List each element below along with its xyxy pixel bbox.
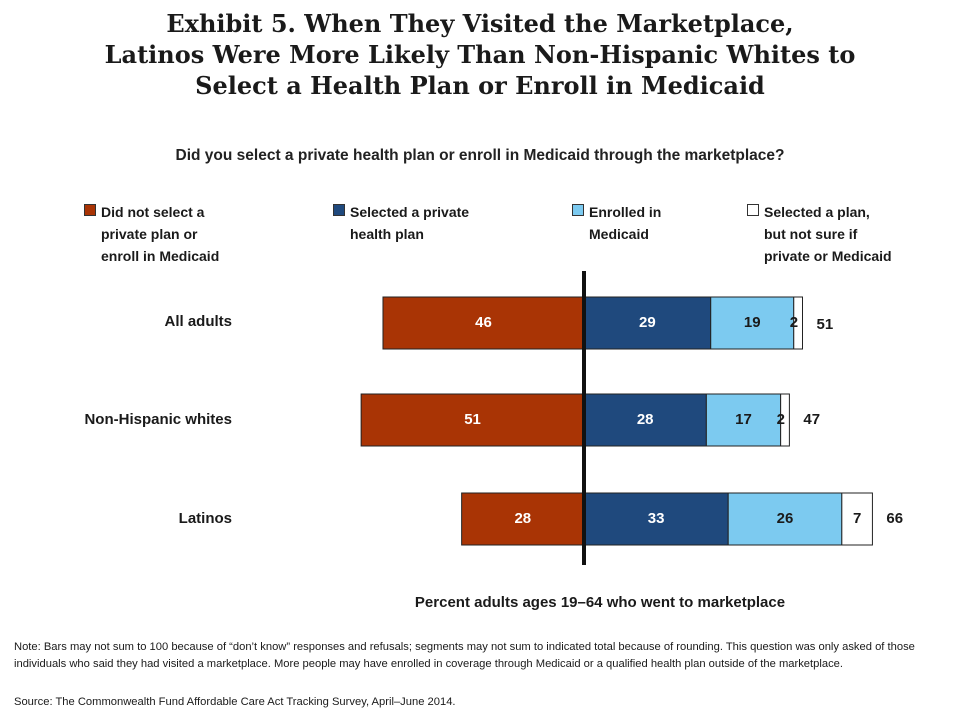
legend-item-not-sure: Selected a plan, but not sure if private…	[747, 201, 892, 267]
title-line-2: Latinos Were More Likely Than Non-Hispan…	[104, 40, 856, 69]
legend-swatch-medicaid	[572, 204, 584, 216]
data-label-non-hispanic-whites-series-1: 28	[637, 411, 654, 428]
legend-label-medicaid: Enrolled in Medicaid	[589, 204, 662, 242]
source-text: Source: The Commonwealth Fund Affordable…	[14, 696, 456, 708]
data-label-all-adults-series-1: 29	[639, 314, 656, 331]
note-text: Note: Bars may not sum to 100 because of…	[14, 641, 915, 670]
data-label-non-hispanic-whites-series-3: 2	[777, 411, 785, 428]
chart-subtitle: Did you select a private health plan or …	[175, 147, 785, 164]
title-line-3: Select a Health Plan or Enroll in Medica…	[195, 71, 765, 100]
legend-label-not-sure: Selected a plan, but not sure if private…	[764, 204, 892, 264]
bar-non-hispanic-whites-series-0	[360, 393, 585, 447]
bar-latinos-series-0	[461, 492, 585, 546]
legend-item-did-not-select: Did not select a private plan or enroll …	[84, 201, 220, 267]
data-label-non-hispanic-whites-series-2: 17	[735, 411, 752, 428]
bar-all-adults-series-2	[710, 296, 795, 350]
data-label-latinos-series-0: 28	[514, 510, 531, 527]
data-label-latinos-series-1: 33	[648, 510, 665, 527]
bar-non-hispanic-whites-series-1	[583, 393, 707, 447]
legend-item-private-plan: Selected a private health plan	[333, 201, 470, 245]
data-label-all-adults-series-3: 2	[790, 314, 798, 331]
legend-swatch-did-not-select	[84, 204, 96, 216]
total-label-latinos: 66	[886, 510, 903, 527]
x-axis-label: Percent adults ages 19–64 who went to ma…	[414, 594, 786, 611]
row-label-non-hispanic-whites: Non-Hispanic whites	[84, 411, 232, 428]
row-label-latinos: Latinos	[178, 510, 232, 527]
legend-swatch-private-plan	[333, 204, 345, 216]
row-label-all-adults: All adults	[164, 313, 232, 330]
data-label-latinos-series-2: 26	[777, 510, 794, 527]
bar-all-adults-series-0	[382, 296, 585, 350]
bar-latinos-series-2	[727, 492, 843, 546]
legend-item-medicaid: Enrolled in Medicaid	[572, 201, 662, 245]
title-line-1: Exhibit 5. When They Visited the Marketp…	[166, 9, 794, 38]
bar-latinos-series-3	[841, 492, 873, 546]
legend-swatch-not-sure	[747, 204, 759, 216]
legend-label-private-plan: Selected a private health plan	[350, 204, 470, 242]
data-label-latinos-series-3: 7	[853, 510, 861, 527]
bar-all-adults-series-3	[793, 296, 804, 350]
bar-non-hispanic-whites-series-3	[780, 393, 790, 447]
bar-non-hispanic-whites-series-2	[705, 393, 782, 447]
chart-title: Exhibit 5. When They Visited the Marketp…	[40, 8, 920, 101]
data-label-non-hispanic-whites-series-0: 51	[464, 411, 481, 428]
total-label-non-hispanic-whites: 47	[803, 411, 820, 428]
data-label-all-adults-series-2: 19	[744, 314, 761, 331]
legend-label-did-not-select: Did not select a private plan or enroll …	[101, 204, 220, 264]
total-label-all-adults: 51	[817, 316, 834, 333]
bar-latinos-series-1	[583, 492, 729, 546]
data-label-all-adults-series-0: 46	[475, 314, 492, 331]
